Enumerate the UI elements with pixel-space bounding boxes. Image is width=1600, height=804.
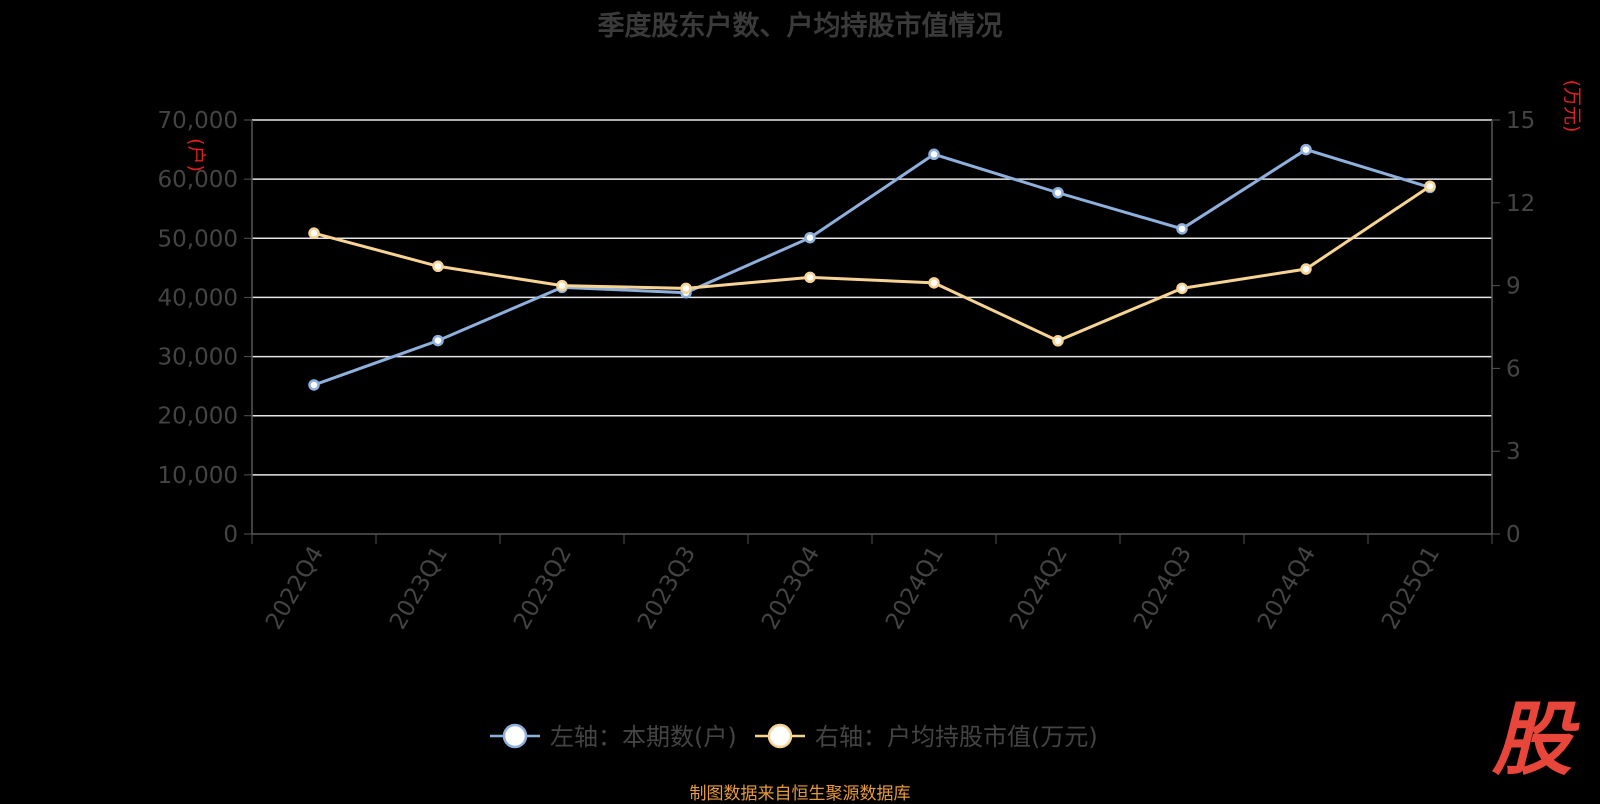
right-axis-tick-label: 12	[1506, 191, 1535, 217]
series-2-point	[1424, 180, 1436, 192]
x-axis-tick-label: 2024Q3	[1129, 542, 1197, 634]
x-axis-tick-label: 2024Q1	[881, 542, 949, 634]
series-1-point	[1176, 223, 1188, 235]
x-axis-tick-label: 2023Q2	[509, 542, 577, 634]
chart-title: 季度股东户数、户均持股市值情况	[597, 11, 1003, 42]
x-axis-tick-label: 2023Q3	[633, 542, 701, 634]
left-axis-tick-label: 60,000	[158, 167, 238, 193]
legend-marker-2	[767, 723, 793, 749]
series-1-point	[804, 231, 816, 244]
left-axis-tick-label: 70,000	[158, 108, 238, 134]
series-1-point	[1052, 186, 1064, 199]
right-axis-tick-label: 6	[1506, 356, 1521, 382]
x-axis-tick-label: 2024Q4	[1253, 542, 1321, 634]
left-axis-tick-label: 40,000	[158, 285, 238, 311]
right-axis-unit-label: (万元)	[1561, 80, 1583, 133]
series-2-point	[680, 282, 692, 295]
legend-label-1: 左轴：本期数(户)	[550, 723, 737, 751]
series-2-point	[1052, 335, 1064, 347]
series-2-point	[432, 260, 444, 273]
series-2-point	[928, 277, 940, 289]
series-2-point	[1176, 282, 1188, 295]
left-axis-tick-label: 30,000	[158, 345, 238, 371]
series-1-point	[1300, 143, 1312, 156]
series-line-2	[313, 184, 1431, 343]
data-source-note: 制图数据来自恒生聚源数据库	[689, 784, 911, 804]
x-axis-tick-label: 2022Q4	[261, 542, 329, 634]
series-2-point	[804, 271, 816, 284]
series-2-point	[308, 227, 320, 239]
brand-logo: 股	[1492, 693, 1572, 786]
series-2-point	[1300, 263, 1312, 275]
legend-marker-1	[502, 723, 528, 749]
right-axis-tick-label: 9	[1506, 274, 1521, 300]
left-axis-tick-label: 20,000	[158, 404, 238, 430]
x-axis-tick-label: 2024Q2	[1005, 542, 1073, 634]
right-axis-tick-label: 15	[1506, 108, 1535, 134]
left-axis-tick-label: 50,000	[158, 226, 238, 252]
left-axis-unit-label: (户)	[185, 138, 207, 172]
x-axis-tick-label: 2025Q1	[1377, 542, 1445, 634]
series-2-point	[556, 279, 568, 292]
series-1-point	[308, 379, 320, 391]
series-line-1	[313, 147, 1431, 387]
left-axis-tick-label: 10,000	[158, 463, 238, 489]
right-axis-tick-label: 0	[1506, 522, 1521, 548]
series-1-point	[928, 148, 940, 161]
x-axis-tick-label: 2023Q4	[757, 542, 825, 634]
left-axis-tick-label: 0	[223, 522, 238, 548]
legend-label-2: 右轴：户均持股市值(万元)	[815, 723, 1098, 751]
series-1-point	[432, 334, 444, 347]
right-axis-tick-label: 3	[1506, 439, 1521, 465]
x-axis-tick-label: 2023Q1	[385, 542, 453, 634]
